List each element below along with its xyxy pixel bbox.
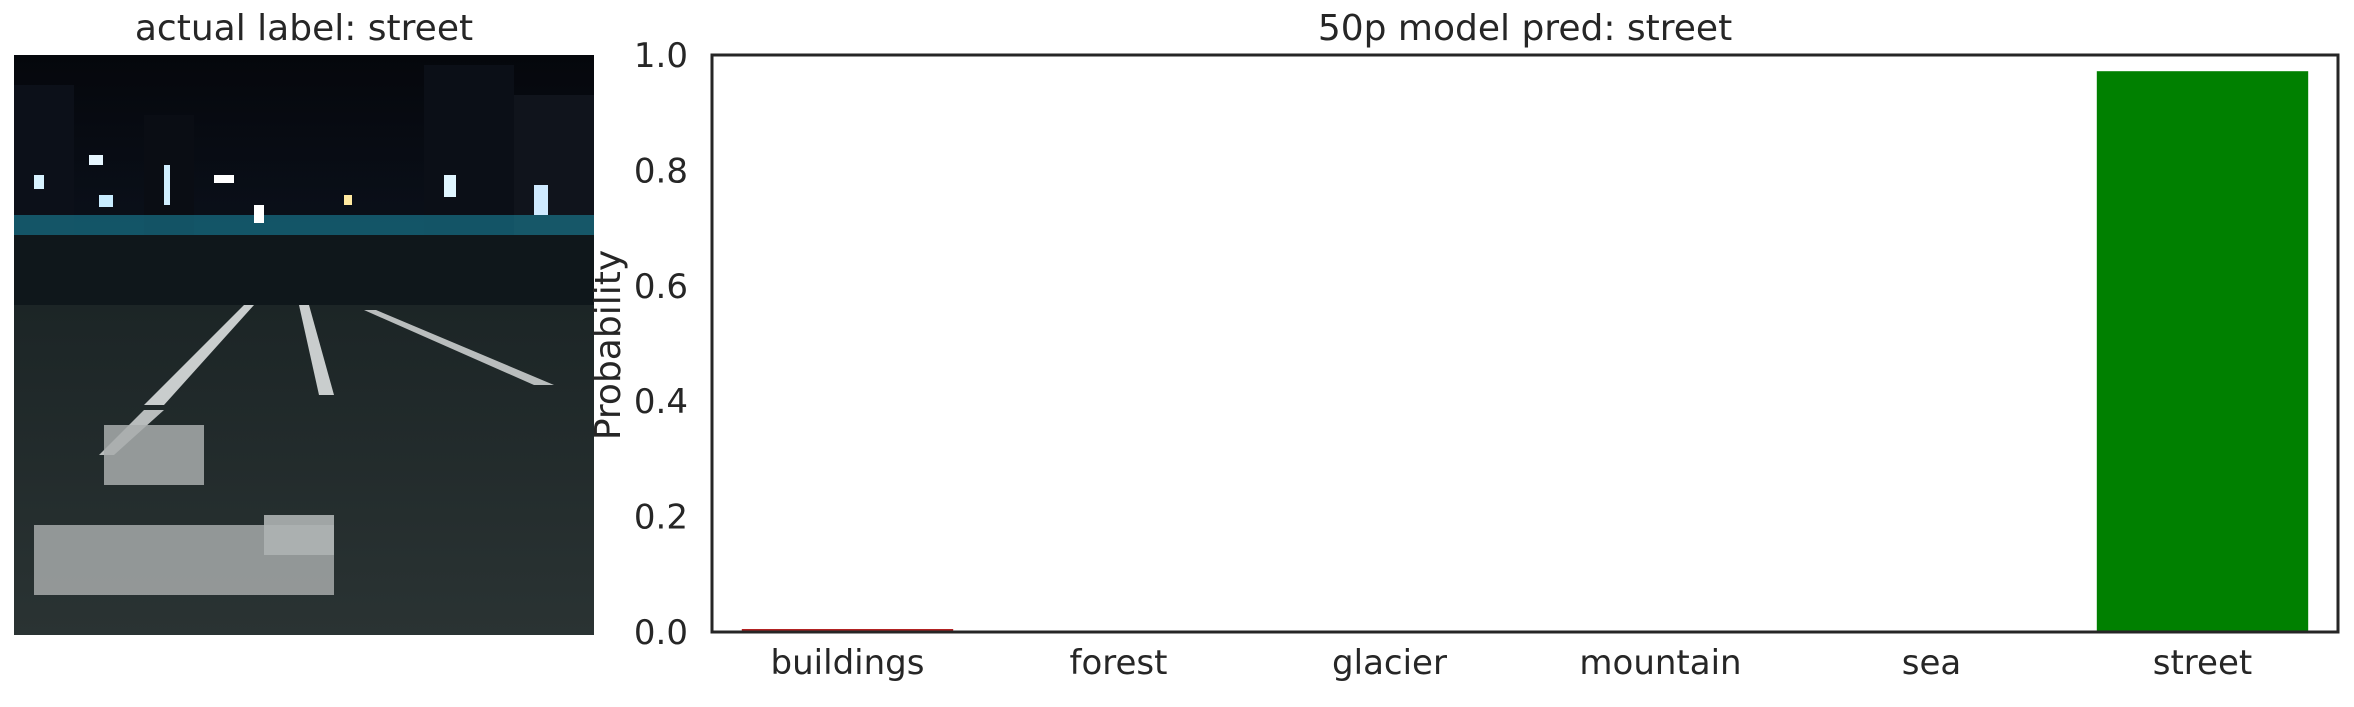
- x-tick-label-sea: sea: [1902, 643, 1961, 683]
- y-tick-label-0.0: 0.0: [634, 613, 688, 653]
- x-tick-label-street: street: [2153, 643, 2252, 683]
- bar-street: [2096, 71, 2309, 632]
- y-tick-label-0.4: 0.4: [634, 382, 688, 422]
- chart-title: 50p model pred: street: [1317, 8, 1733, 49]
- image-panel-title: actual label: street: [134, 8, 474, 49]
- x-axis-ticks: buildings forest glacier mountain sea street: [771, 643, 2253, 683]
- y-tick-label-1.0: 1.0: [634, 36, 688, 76]
- bar-group: [741, 71, 2309, 632]
- x-tick-label-mountain: mountain: [1579, 643, 1741, 683]
- y-tick-label-0.6: 0.6: [634, 267, 688, 307]
- y-axis-label: Probability: [588, 250, 629, 440]
- x-tick-label-buildings: buildings: [771, 643, 925, 683]
- y-tick-label-0.2: 0.2: [634, 498, 688, 538]
- x-tick-label-forest: forest: [1070, 643, 1168, 683]
- x-tick-label-glacier: glacier: [1332, 643, 1447, 683]
- plot-frame: [710, 53, 2340, 634]
- y-axis-ticks: 0.0 0.2 0.4 0.6 0.8 1.0: [634, 36, 688, 653]
- street-night-photo: [14, 55, 594, 635]
- y-tick-label-0.8: 0.8: [634, 151, 688, 191]
